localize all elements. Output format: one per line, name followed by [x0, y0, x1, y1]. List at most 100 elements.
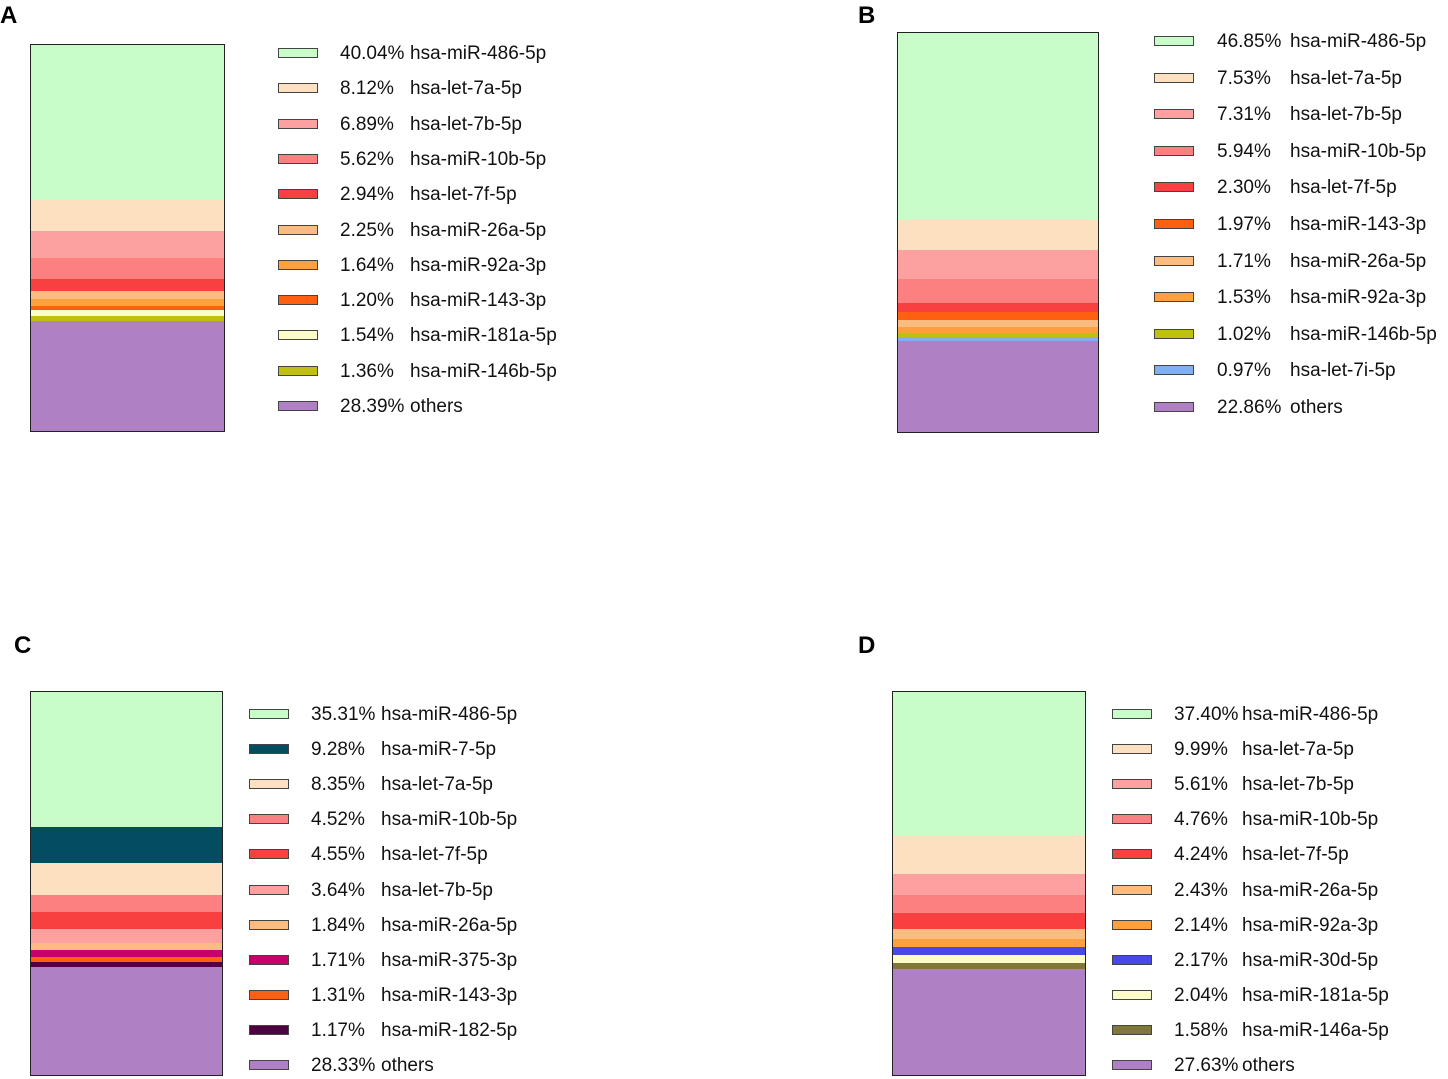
- legend-percent: 2.04%: [1174, 984, 1228, 1006]
- legend-label: hsa-let-7f-5p: [1290, 177, 1397, 199]
- legend-swatch: [249, 1060, 289, 1070]
- legend-percent: 3.64%: [311, 879, 365, 901]
- panel-label: B: [858, 2, 876, 29]
- bar-segment-hsa-miR-26a-5p: [31, 943, 222, 952]
- legend-percent: 1.31%: [311, 984, 365, 1006]
- legend-swatch: [1112, 1060, 1152, 1070]
- bar-segment-hsa-miR-182-5p: [31, 962, 222, 968]
- legend-label: hsa-miR-486-5p: [1242, 704, 1379, 725]
- legend-swatch: [1112, 989, 1152, 1000]
- bar-segment-hsa-miR-7-5p: [31, 827, 222, 864]
- bar-segment-hsa-miR-10b-5p: [31, 257, 224, 280]
- legend-label: hsa-miR-375-3p: [381, 949, 518, 971]
- legend-label: hsa-miR-30d-5p: [1242, 949, 1379, 971]
- legend-swatch: [278, 48, 318, 58]
- legend-label: hsa-miR-146b-5p: [1290, 323, 1437, 345]
- legend-swatch: [278, 401, 318, 411]
- legend-swatch: [1112, 779, 1152, 790]
- legend-percent: 5.94%: [1217, 140, 1271, 162]
- legend-label: hsa-miR-143-3p: [410, 290, 547, 312]
- panel-label: C: [14, 632, 32, 659]
- legend-percent: 2.17%: [1174, 949, 1228, 971]
- bar-segment-hsa-let-7f-5p: [898, 302, 1098, 313]
- legend-label: hsa-miR-10b-5p: [381, 809, 518, 831]
- legend-percent: 28.39%: [340, 396, 405, 417]
- bar-segment-hsa-miR-181a-5p: [31, 310, 224, 317]
- bar-segment-hsa-miR-26a-5p: [893, 929, 1085, 940]
- bar-segment-hsa-miR-375-3p: [31, 950, 222, 958]
- legend-label: hsa-miR-26a-5p: [1242, 879, 1379, 901]
- legend-percent: 2.14%: [1174, 914, 1228, 936]
- legend-label: hsa-miR-181a-5p: [410, 325, 557, 347]
- legend-percent: 4.55%: [311, 844, 365, 866]
- legend-label: hsa-let-7a-5p: [1242, 739, 1354, 761]
- legend-percent: 1.36%: [340, 360, 394, 382]
- bar-segment-hsa-let-7a-5p: [31, 862, 222, 896]
- legend-swatch: [278, 365, 318, 376]
- legend-percent: 0.97%: [1217, 360, 1271, 382]
- bar-segment-hsa-let-7b-5p: [893, 873, 1085, 896]
- legend-swatch: [1112, 1024, 1152, 1035]
- legend-label: hsa-miR-143-3p: [1290, 214, 1427, 235]
- legend-swatch: [1112, 884, 1152, 895]
- bar-segment-hsa-miR-146b-5p: [31, 316, 224, 322]
- legend-swatch: [278, 295, 318, 306]
- legend-percent: 8.12%: [340, 78, 394, 100]
- legend-label: hsa-let-7i-5p: [1290, 360, 1396, 382]
- legend-swatch: [278, 259, 318, 270]
- bar-segment-hsa-miR-92a-3p: [898, 326, 1098, 334]
- legend-swatch: [249, 954, 289, 965]
- legend-percent: 6.89%: [340, 113, 394, 135]
- panel-label: A: [0, 2, 18, 29]
- legend-label: hsa-miR-181a-5p: [1242, 984, 1389, 1006]
- bar-segment-others: [31, 966, 222, 1075]
- bar-segment-others: [898, 340, 1098, 432]
- legend-percent: 1.71%: [1217, 250, 1271, 272]
- legend-swatch: [249, 1024, 289, 1035]
- legend-swatch: [249, 709, 289, 719]
- legend-swatch: [278, 330, 318, 341]
- legend-percent: 1.84%: [311, 914, 365, 936]
- bar-segment-others: [893, 969, 1085, 1075]
- legend-swatch: [249, 849, 289, 860]
- bar-segment-hsa-miR-26a-5p: [31, 290, 224, 300]
- legend-percent: 9.28%: [311, 739, 365, 761]
- legend-label: hsa-miR-10b-5p: [1290, 140, 1427, 162]
- legend-label: hsa-miR-10b-5p: [410, 148, 547, 170]
- bar-segment-hsa-let-7f-5p: [31, 912, 222, 931]
- legend-percent: 4.76%: [1174, 809, 1228, 831]
- legend-label: hsa-miR-26a-5p: [1290, 250, 1427, 272]
- legend-label: hsa-miR-143-3p: [381, 984, 518, 1006]
- legend-percent: 5.62%: [340, 148, 394, 170]
- legend-swatch: [1154, 145, 1194, 156]
- bar-segment-hsa-miR-92a-3p: [893, 938, 1085, 948]
- bar-segment-hsa-miR-486-5p: [31, 692, 222, 828]
- legend-percent: 2.25%: [340, 219, 394, 241]
- legend-swatch: [1154, 255, 1194, 266]
- legend-label: hsa-miR-182-5p: [381, 1019, 518, 1041]
- legend-percent: 46.85%: [1217, 31, 1282, 52]
- legend-label: hsa-miR-7-5p: [381, 739, 497, 761]
- legend-percent: 40.04%: [340, 43, 405, 64]
- bar-segment-hsa-miR-10b-5p: [893, 895, 1085, 914]
- legend-swatch: [1112, 849, 1152, 860]
- legend-swatch: [249, 814, 289, 825]
- legend-swatch: [1154, 219, 1194, 229]
- legend-label: hsa-miR-146a-5p: [1242, 1019, 1389, 1041]
- bar-segment-hsa-miR-143-3p: [31, 957, 222, 963]
- legend-percent: 22.86%: [1217, 397, 1282, 418]
- legend-percent: 28.33%: [311, 1055, 376, 1076]
- bar-segment-hsa-let-7b-5p: [898, 249, 1098, 280]
- legend-swatch: [278, 118, 318, 129]
- bar-segment-hsa-let-7f-5p: [893, 913, 1085, 931]
- legend-percent: 5.61%: [1174, 774, 1228, 796]
- legend-percent: 4.52%: [311, 809, 365, 831]
- legend-swatch: [1154, 182, 1194, 193]
- legend-percent: 2.43%: [1174, 879, 1228, 901]
- legend-label: hsa-miR-92a-3p: [1242, 914, 1379, 936]
- legend-label: hsa-let-7b-5p: [1290, 104, 1402, 126]
- bar-segment-hsa-miR-486-5p: [898, 33, 1098, 221]
- legend-swatch: [1154, 36, 1194, 46]
- bar-segment-hsa-let-7a-5p: [31, 199, 224, 232]
- legend-percent: 27.63%: [1174, 1055, 1239, 1076]
